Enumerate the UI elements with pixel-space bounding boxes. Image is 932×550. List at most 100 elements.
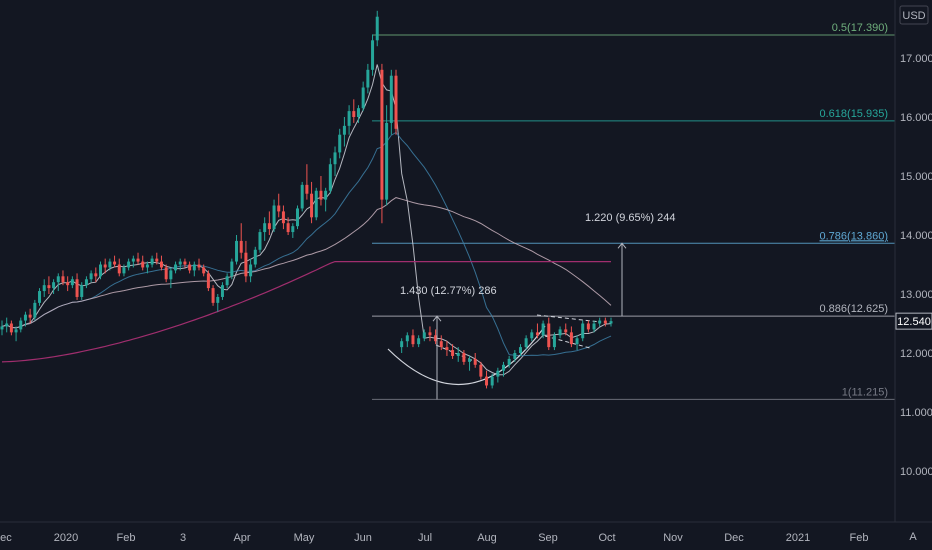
candle-body-70 (328, 164, 332, 191)
candle-body-15 (70, 279, 74, 286)
candle-body-24 (113, 261, 117, 265)
candle-body-53 (249, 264, 253, 277)
candle-body-52 (244, 252, 248, 277)
candle-body-61 (286, 223, 290, 233)
candle-body-40 (188, 264, 192, 271)
candle-body-27 (127, 261, 131, 268)
candle-body-3 (14, 329, 18, 333)
candle-body-79 (371, 40, 375, 70)
candle-body-103 (502, 364, 505, 371)
candle-body-77 (361, 87, 365, 109)
candle-body-6 (28, 314, 32, 318)
candle-body-21 (99, 264, 102, 277)
candle-body-31 (145, 264, 149, 268)
candle-body-105 (513, 353, 517, 359)
time-tick-5: May (294, 532, 315, 544)
fib-label-3: 0.886(12.625) (820, 303, 889, 315)
last-price-text: 12.540 (897, 316, 931, 328)
candle-body-78 (366, 69, 370, 88)
candle-body-59 (277, 205, 281, 212)
fib-label-0: 0.5(17.390) (832, 22, 888, 34)
candle-body-49 (230, 261, 234, 277)
candle-body-20 (94, 273, 98, 277)
candle-body-22 (103, 264, 107, 268)
candle-body-7 (33, 302, 37, 318)
currency-text: USD (902, 10, 925, 22)
candle-body-45 (211, 288, 215, 303)
candle-body-28 (131, 258, 135, 262)
candle-body-111 (547, 323, 551, 348)
candle-body-106 (518, 347, 522, 354)
candle-body-12 (56, 276, 60, 283)
candle-body-114 (564, 329, 568, 333)
candle-body-73 (342, 125, 346, 135)
fib-label-1: 0.618(15.935) (820, 108, 889, 120)
candle-body-65 (305, 184, 309, 194)
candle-body-102 (496, 370, 500, 377)
candle-body-91 (434, 335, 438, 342)
candle-body-85 (400, 341, 404, 348)
candle-body-90 (428, 332, 432, 336)
candle-body-10 (47, 285, 51, 289)
candle-body-2 (9, 323, 13, 333)
candle-body-39 (183, 261, 187, 265)
measure-label-1: 1.220 (9.65%) 244 (585, 212, 676, 224)
candle-body-17 (80, 285, 84, 297)
candle-body-11 (52, 282, 56, 289)
price-axis[interactable]: 17.000 16.000 15.000 14.000 13.000 12.000 11.0… (900, 53, 932, 478)
candle-body-9 (42, 285, 46, 292)
price-tick-4: 13.000 (900, 289, 932, 301)
candle-body-120 (598, 320, 602, 324)
candle-body-93 (445, 347, 449, 351)
candle-body-41 (192, 264, 196, 271)
candle-body-13 (61, 276, 65, 283)
candle-body-47 (220, 285, 224, 297)
candle-body-57 (267, 223, 271, 230)
time-axis[interactable]: Dec 2020 Feb 3 Apr May Jun Jul Aug Sep Oct Nov Dec 20… (0, 532, 868, 544)
candle-body-56 (263, 223, 267, 233)
time-tick-2: Feb (117, 532, 136, 544)
measurement-arrows: 1.430 (12.77%) 286 1.220 (9.65%) 244 (400, 212, 676, 400)
candle-body-115 (569, 332, 573, 345)
candle-body-69 (324, 190, 328, 200)
candle-body-35 (164, 267, 168, 280)
candle-body-25 (117, 264, 121, 274)
candle-body-38 (178, 261, 182, 265)
fibonacci-levels: 0.5(17.390) 0.618(15.935) 0.786(13.860) 0.8… (372, 22, 895, 400)
time-tick-9: Sep (538, 532, 558, 544)
time-tick-7: Jul (418, 532, 432, 544)
candle-body-66 (310, 193, 314, 218)
auto-scale-icon[interactable]: A (909, 531, 917, 543)
candle-body-110 (541, 323, 545, 336)
candle-body-60 (281, 211, 285, 224)
candle-body-19 (89, 273, 93, 280)
candle-body-29 (136, 258, 140, 262)
candle-body-80 (375, 16, 379, 41)
handle-dash-bottom (544, 335, 591, 349)
candle-body-0 (0, 326, 4, 330)
candle-body-116 (575, 338, 579, 345)
time-tick-14: Feb (850, 532, 869, 544)
candlesticks (0, 10, 613, 389)
candle-body-67 (314, 190, 318, 218)
candle-body-34 (159, 261, 163, 268)
time-tick-11: Nov (663, 532, 683, 544)
candle-body-101 (490, 376, 494, 386)
candle-body-122 (609, 321, 613, 324)
candle-body-95 (456, 353, 460, 356)
candle-body-83 (389, 75, 393, 123)
candle-body-33 (155, 258, 159, 262)
candle-body-109 (535, 332, 539, 336)
candle-body-104 (507, 358, 511, 365)
candle-body-16 (75, 279, 79, 297)
price-tick-2: 15.000 (900, 171, 932, 183)
candle-body-1 (5, 323, 9, 327)
time-tick-1: 2020 (54, 532, 78, 544)
candle-body-89 (422, 332, 426, 339)
candle-body-68 (319, 190, 323, 200)
auto-scale-button[interactable]: A (909, 531, 917, 543)
time-tick-12: Dec (724, 532, 744, 544)
candle-body-99 (479, 364, 483, 377)
candle-body-81 (380, 69, 384, 200)
